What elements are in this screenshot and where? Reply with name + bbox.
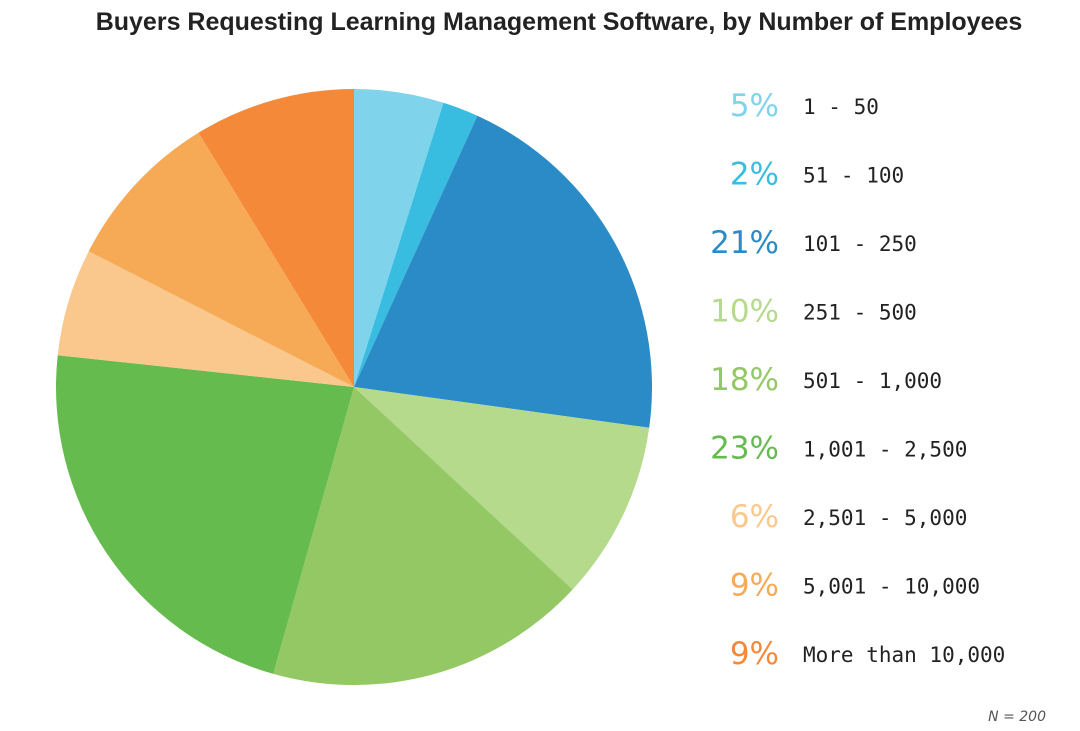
legend-value-4: 10% <box>710 294 779 330</box>
legend-value-3: 21% <box>710 225 779 261</box>
legend-value-7: 6% <box>730 499 779 535</box>
legend-label-6: 1,001 - 2,500 <box>803 438 967 462</box>
pie-slice-3 <box>354 115 653 428</box>
legend-value-5: 18% <box>710 362 779 398</box>
legend-label-4: 251 - 500 <box>803 301 917 325</box>
legend-label-1: 1 - 50 <box>803 95 879 119</box>
sample-size-note: N = 200 <box>988 709 1046 725</box>
legend-label-3: 101 - 250 <box>803 232 917 256</box>
chart-title: Buyers Requesting Learning Management So… <box>95 8 1023 36</box>
pie-slice-8 <box>88 132 354 387</box>
legend-value-1: 5% <box>730 88 779 124</box>
pie-slice-9 <box>198 89 354 387</box>
legend-value-9: 9% <box>730 636 779 672</box>
pie-slice-1 <box>354 89 444 387</box>
pie-slice-4 <box>354 387 650 590</box>
legend-value-8: 9% <box>730 568 779 604</box>
legend: 5% 1 - 50 2% 51 - 100 21% 101 - 250 10% 251 - 5… <box>710 88 1005 672</box>
legend-value-6: 23% <box>710 431 779 467</box>
pie-slice-7 <box>57 251 354 387</box>
pie-slice-2 <box>354 102 478 387</box>
pie-slice-5 <box>273 387 573 685</box>
legend-label-8: 5,001 - 10,000 <box>803 575 980 599</box>
legend-label-7: 2,501 - 5,000 <box>803 506 967 530</box>
pie-slices <box>56 89 653 685</box>
pie-slice-6 <box>56 355 354 674</box>
legend-value-2: 2% <box>730 157 779 193</box>
legend-label-5: 501 - 1,000 <box>803 369 942 393</box>
legend-label-2: 51 - 100 <box>803 164 904 188</box>
legend-label-9: More than 10,000 <box>803 643 1005 667</box>
